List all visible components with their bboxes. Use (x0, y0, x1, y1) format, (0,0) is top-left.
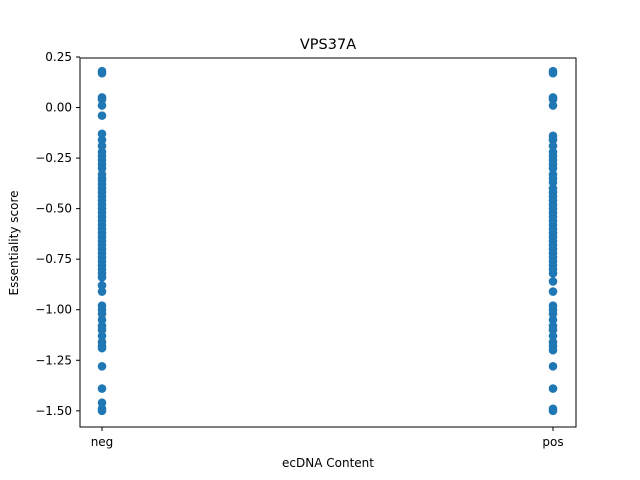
y-tick-label: −0.50 (35, 202, 72, 216)
data-point-pos (548, 331, 558, 341)
data-point-pos (548, 277, 558, 286)
data-point-pos (548, 287, 558, 296)
data-point-neg (97, 398, 107, 408)
data-point-pos (548, 269, 558, 278)
data-point-pos (548, 135, 558, 145)
data-point-neg (97, 362, 107, 371)
data-point-neg (97, 95, 107, 104)
data-point-pos (548, 406, 558, 416)
data-point-neg (97, 101, 107, 110)
y-tick-label: 0.25 (45, 50, 72, 64)
y-tick-label: 0.00 (45, 101, 72, 115)
data-point-pos (548, 315, 558, 325)
data-point-neg (97, 273, 107, 282)
y-tick-label: −0.75 (35, 252, 72, 266)
chart-title: VPS37A (300, 37, 356, 53)
plot-frame (79, 57, 577, 428)
data-point-neg (97, 163, 107, 173)
x-axis: neg pos (91, 427, 564, 449)
data-point-pos (548, 325, 558, 335)
x-axis-label: ecDNA Content (282, 456, 374, 470)
y-tick-label: −1.50 (35, 404, 72, 418)
data-point-neg (97, 331, 107, 341)
points-layer (97, 66, 558, 416)
data-point-pos (548, 384, 558, 393)
data-point-neg (97, 111, 107, 120)
data-point-pos (548, 163, 558, 173)
y-axis: 0.25 0.00 −0.25 −0.50 −0.75 −1.00 −1.25 −1.50 (35, 50, 80, 418)
data-point-pos (548, 95, 558, 104)
data-point-neg (97, 315, 107, 325)
data-point-pos (548, 101, 558, 110)
y-tick-label: −1.25 (35, 353, 72, 367)
data-point-neg (97, 129, 107, 139)
data-point-neg (97, 135, 107, 145)
data-point-pos (548, 68, 558, 78)
data-point-neg (97, 287, 107, 296)
x-tick-label: neg (91, 435, 114, 449)
data-point-pos (548, 309, 558, 319)
data-point-pos (548, 178, 558, 187)
data-point-neg (97, 309, 107, 319)
data-point-neg (97, 406, 107, 416)
data-point-neg (97, 325, 107, 335)
data-point-neg (97, 343, 107, 353)
y-tick-label: −0.25 (35, 151, 72, 165)
data-point-neg (97, 384, 107, 393)
y-axis-label: Essentiality score (7, 191, 21, 296)
data-point-neg (97, 68, 107, 78)
data-point-pos (548, 345, 558, 355)
data-point-neg (97, 141, 107, 151)
data-point-pos (548, 141, 558, 151)
x-tick-label: pos (542, 435, 563, 449)
y-tick-label: −1.00 (35, 303, 72, 317)
data-point-pos (548, 362, 558, 371)
data-point-neg (97, 281, 107, 290)
